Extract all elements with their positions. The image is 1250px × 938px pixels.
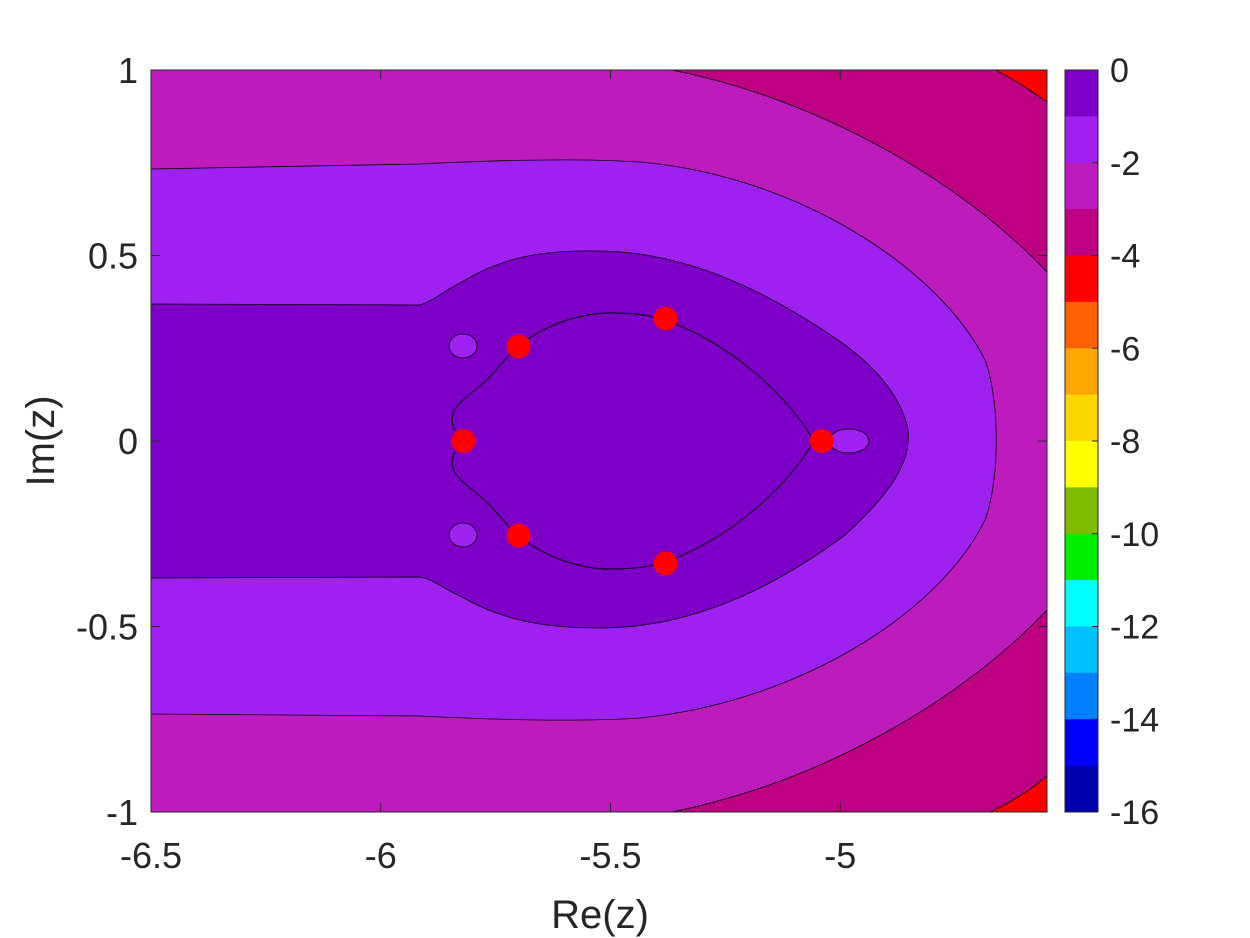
colorbar-tick-label: -10 bbox=[1110, 516, 1159, 554]
colorbar-swatch-7 bbox=[1065, 394, 1098, 442]
contour-band-level-minus1 bbox=[151, 250, 909, 629]
eigenvalue-point-5 bbox=[809, 429, 834, 453]
colorbar-swatch-1 bbox=[1065, 116, 1098, 164]
x-tick-label: -5.5 bbox=[579, 835, 641, 876]
eigenvalue-point-0 bbox=[451, 429, 476, 453]
colorbar-swatch-10 bbox=[1065, 533, 1098, 581]
y-axis-label: Im(z) bbox=[19, 395, 63, 486]
colorbar-tick-label: 0 bbox=[1110, 52, 1129, 90]
colorbar-swatch-3 bbox=[1065, 209, 1098, 256]
colorbar-swatch-12 bbox=[1065, 626, 1098, 674]
eigenvalue-point-2 bbox=[506, 523, 531, 548]
x-axis-label: Re(z) bbox=[551, 893, 649, 937]
x-tick-label: -6 bbox=[365, 835, 397, 876]
x-axis-ticks: -6.5 -6 -5.5 -5 bbox=[120, 70, 856, 876]
y-axis-ticks: 1 0.5 0 -0.5 -1 bbox=[76, 50, 1047, 833]
y-tick-label: 0 bbox=[118, 421, 138, 462]
colorbar bbox=[1065, 70, 1098, 813]
contour-islet-right bbox=[828, 428, 870, 454]
eigenvalue-point-1 bbox=[506, 334, 531, 359]
y-tick-label: 0.5 bbox=[88, 236, 138, 277]
eigenvalue-point-4 bbox=[653, 551, 678, 576]
colorbar-tick-label: -14 bbox=[1110, 701, 1159, 739]
plot-area bbox=[151, 70, 1047, 812]
colorbar-swatch-8 bbox=[1065, 441, 1098, 488]
x-tick-label: -5 bbox=[824, 835, 856, 876]
colorbar-tick-label: -2 bbox=[1110, 145, 1140, 183]
contour-band-level-minus4-top bbox=[671, 70, 1047, 273]
eigenvalue-points bbox=[451, 306, 834, 576]
colorbar-swatch-4 bbox=[1065, 255, 1098, 303]
x-tick-label: -6.5 bbox=[120, 835, 182, 876]
colorbar-ticks: 0 -2 -4 -6 -8 -10 -12 -14 -16 bbox=[1092, 52, 1159, 832]
colorbar-tick-label: -12 bbox=[1110, 609, 1159, 647]
colorbar-swatch-6 bbox=[1065, 348, 1098, 396]
eigenvalue-point-3 bbox=[653, 306, 678, 331]
colorbar-swatch-2 bbox=[1065, 162, 1098, 210]
colorbar-tick-label: -4 bbox=[1110, 238, 1140, 276]
y-tick-label: -0.5 bbox=[76, 607, 138, 648]
y-tick-label: -1 bbox=[106, 792, 138, 833]
y-tick-label: 1 bbox=[118, 50, 138, 91]
colorbar-swatch-14 bbox=[1065, 719, 1098, 767]
colorbar-tick-label: -8 bbox=[1110, 423, 1140, 461]
colorbar-swatch-11 bbox=[1065, 580, 1098, 627]
contour-islet-upper-left bbox=[448, 333, 478, 359]
colorbar-swatch-15 bbox=[1065, 765, 1098, 813]
colorbar-tick-label: -6 bbox=[1110, 330, 1140, 368]
colorbar-swatch-5 bbox=[1065, 301, 1098, 349]
contour-islet-lower-left bbox=[448, 522, 478, 548]
colorbar-swatch-0 bbox=[1065, 70, 1098, 117]
colorbar-swatch-13 bbox=[1065, 672, 1098, 720]
colorbar-tick-label: -16 bbox=[1110, 794, 1159, 832]
colorbar-swatch-9 bbox=[1065, 487, 1098, 535]
contour-band-level-minus5-top bbox=[994, 70, 1047, 103]
contour-band-level-minus4-bottom bbox=[671, 609, 1047, 812]
